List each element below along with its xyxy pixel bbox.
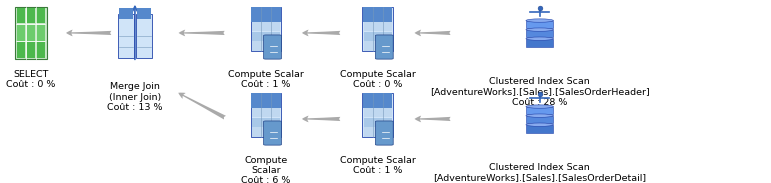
FancyBboxPatch shape xyxy=(17,8,25,23)
FancyBboxPatch shape xyxy=(118,14,133,58)
FancyBboxPatch shape xyxy=(252,108,280,117)
FancyBboxPatch shape xyxy=(252,22,280,31)
FancyBboxPatch shape xyxy=(252,32,280,41)
FancyBboxPatch shape xyxy=(27,8,35,23)
FancyBboxPatch shape xyxy=(526,125,554,132)
Ellipse shape xyxy=(526,19,554,22)
FancyBboxPatch shape xyxy=(264,35,281,59)
FancyBboxPatch shape xyxy=(364,127,392,137)
Text: Compute Scalar
Coût : 1 %: Compute Scalar Coût : 1 % xyxy=(340,156,416,175)
FancyBboxPatch shape xyxy=(252,118,280,127)
FancyBboxPatch shape xyxy=(526,39,554,46)
FancyBboxPatch shape xyxy=(526,20,554,28)
FancyBboxPatch shape xyxy=(136,14,152,58)
FancyBboxPatch shape xyxy=(36,8,45,23)
FancyBboxPatch shape xyxy=(375,121,393,145)
Ellipse shape xyxy=(526,123,554,126)
FancyBboxPatch shape xyxy=(526,107,554,114)
Ellipse shape xyxy=(526,37,554,40)
Text: Clustered Index Scan
[AdventureWorks].[Sales].[SalesOrderHeader]
Coût : 28 %: Clustered Index Scan [AdventureWorks].[S… xyxy=(429,77,650,107)
Text: Clustered Index Scan
[AdventureWorks].[Sales].[SalesOrderDetail]
Coût : 52 %: Clustered Index Scan [AdventureWorks].[S… xyxy=(433,163,646,183)
FancyBboxPatch shape xyxy=(251,7,281,51)
FancyBboxPatch shape xyxy=(364,22,392,31)
FancyBboxPatch shape xyxy=(362,93,393,137)
FancyBboxPatch shape xyxy=(119,8,133,19)
FancyBboxPatch shape xyxy=(364,32,392,41)
FancyBboxPatch shape xyxy=(363,93,392,108)
Text: SELECT
Coût : 0 %: SELECT Coût : 0 % xyxy=(6,70,56,89)
FancyBboxPatch shape xyxy=(251,7,281,22)
FancyBboxPatch shape xyxy=(252,41,280,51)
FancyBboxPatch shape xyxy=(251,93,281,137)
FancyBboxPatch shape xyxy=(526,30,554,38)
FancyBboxPatch shape xyxy=(526,116,554,124)
Ellipse shape xyxy=(526,28,554,31)
FancyBboxPatch shape xyxy=(17,25,25,41)
FancyBboxPatch shape xyxy=(17,42,25,58)
FancyBboxPatch shape xyxy=(364,118,392,127)
FancyBboxPatch shape xyxy=(36,25,45,41)
FancyBboxPatch shape xyxy=(362,7,393,51)
Text: Merge Join
(Inner Join)
Coût : 13 %: Merge Join (Inner Join) Coût : 13 % xyxy=(107,82,163,112)
FancyBboxPatch shape xyxy=(264,121,281,145)
FancyBboxPatch shape xyxy=(137,8,151,19)
FancyBboxPatch shape xyxy=(364,108,392,117)
FancyBboxPatch shape xyxy=(36,42,45,58)
Ellipse shape xyxy=(526,114,554,117)
FancyBboxPatch shape xyxy=(27,25,35,41)
Text: Compute Scalar
Coût : 1 %: Compute Scalar Coût : 1 % xyxy=(228,70,304,89)
FancyBboxPatch shape xyxy=(251,93,281,108)
FancyBboxPatch shape xyxy=(363,7,392,22)
FancyBboxPatch shape xyxy=(15,7,47,59)
FancyBboxPatch shape xyxy=(364,41,392,51)
FancyBboxPatch shape xyxy=(27,42,35,58)
FancyBboxPatch shape xyxy=(252,127,280,137)
FancyBboxPatch shape xyxy=(375,35,393,59)
Text: Compute Scalar
Coût : 0 %: Compute Scalar Coût : 0 % xyxy=(340,70,416,89)
Text: Compute
Scalar
Coût : 6 %: Compute Scalar Coût : 6 % xyxy=(241,156,291,183)
Ellipse shape xyxy=(526,105,554,108)
